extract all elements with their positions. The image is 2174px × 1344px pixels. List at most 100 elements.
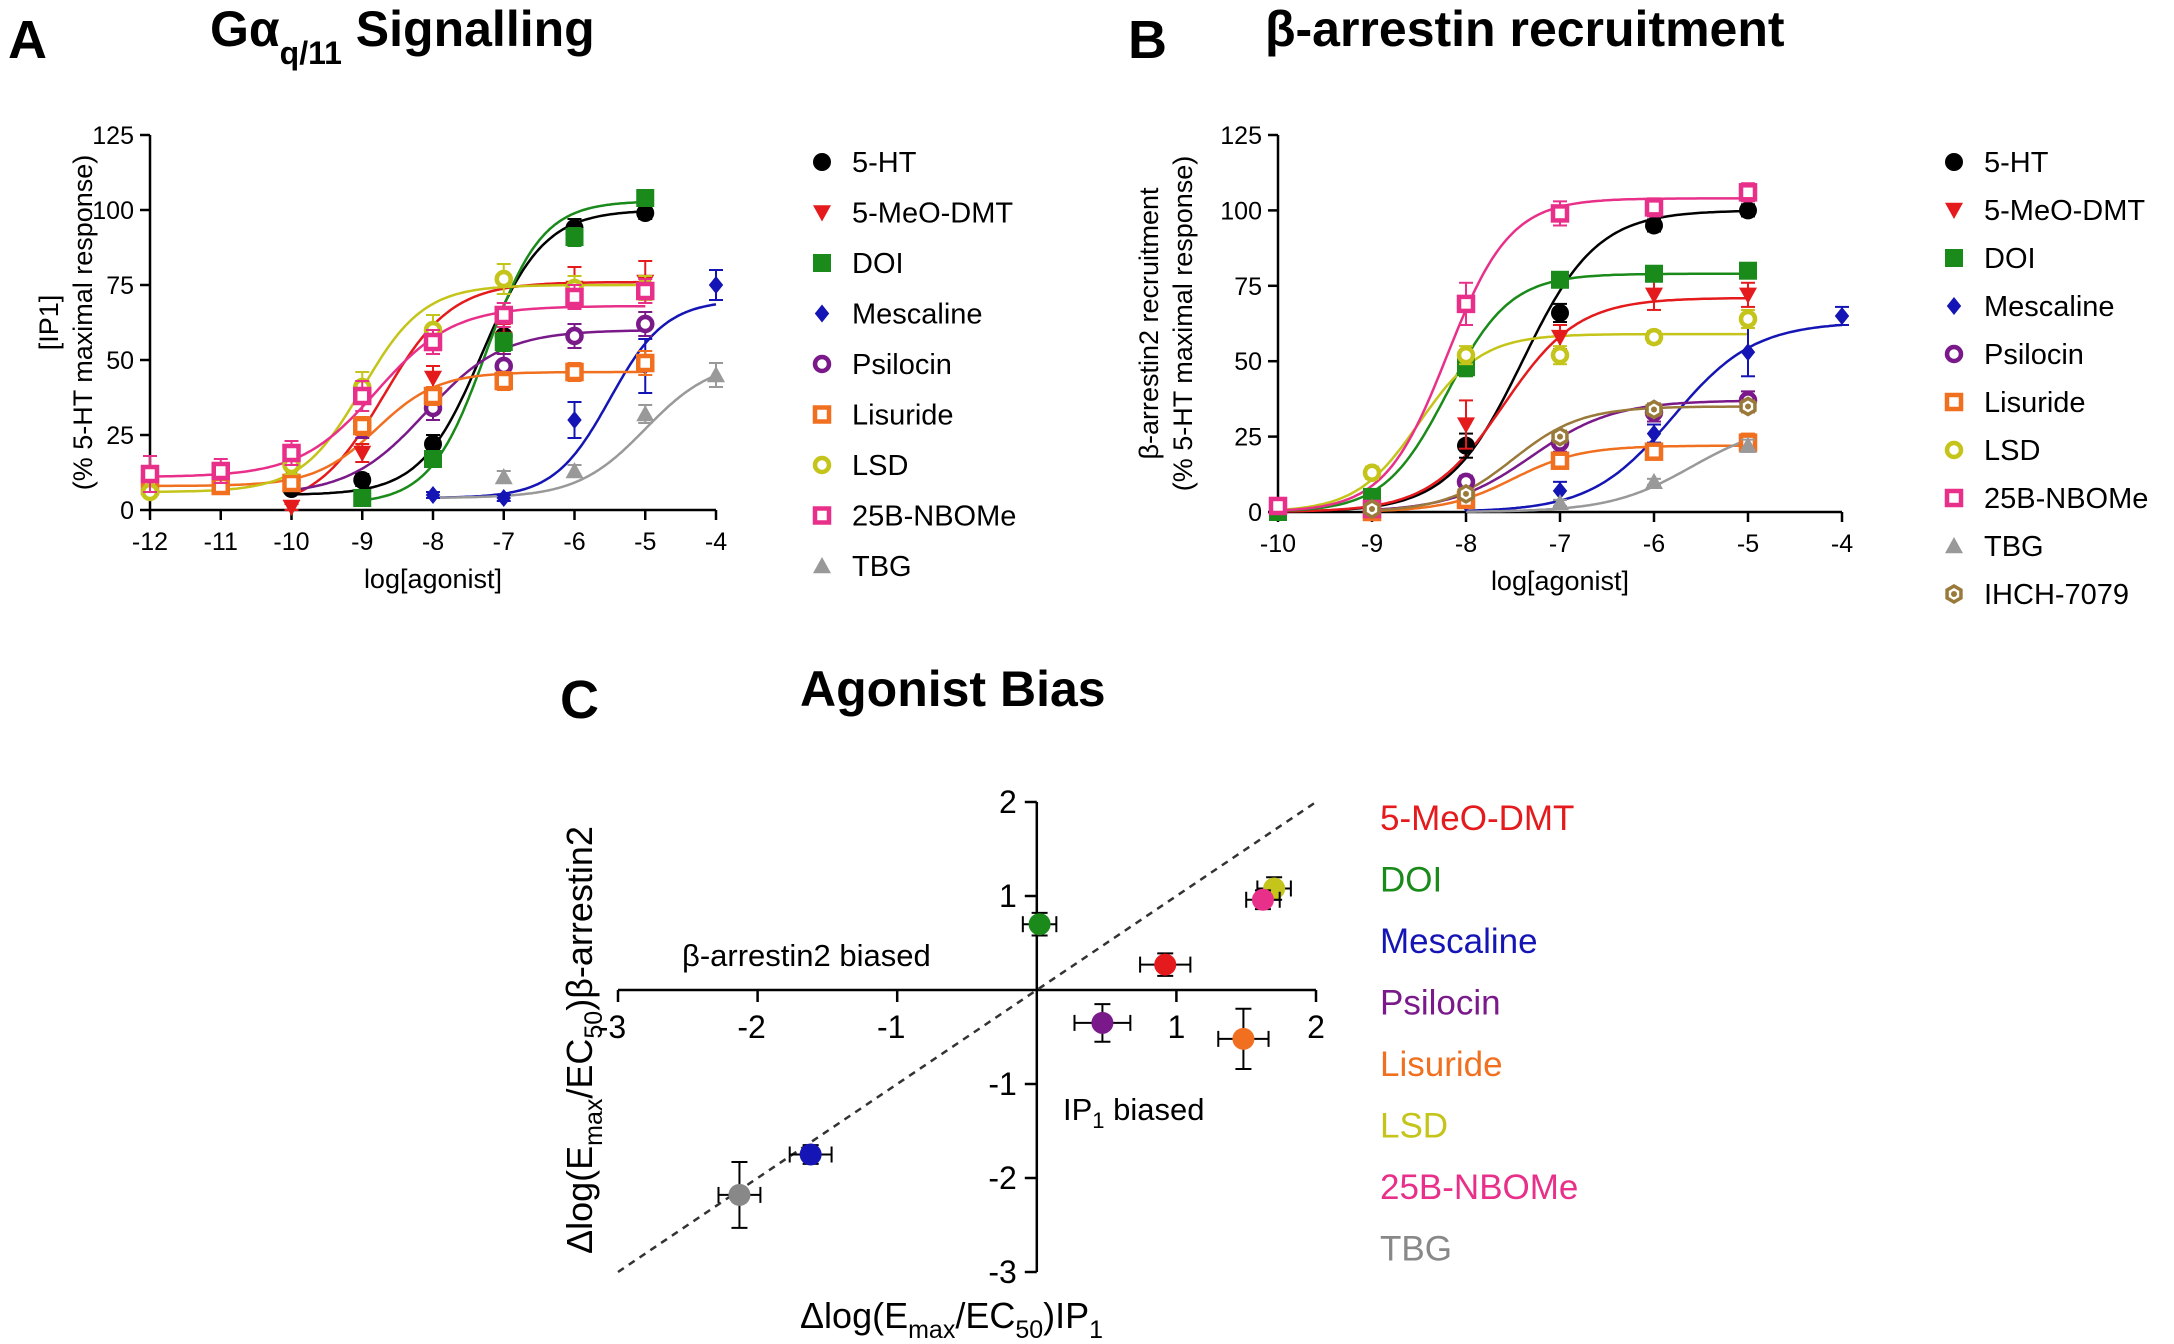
panel-c-y-label-part: 50 <box>580 1011 608 1039</box>
panel-b-y-tick-label: 75 <box>1234 273 1262 301</box>
curve-psilocin <box>291 329 646 492</box>
point-5-ht <box>353 471 372 489</box>
panel-c-x-tick-label: 1 <box>1168 1009 1186 1045</box>
panel-a-y-tick-label: 100 <box>92 197 134 225</box>
panel-a-x-tick-label: -4 <box>705 528 727 556</box>
panel-b-letter: B <box>1128 10 1167 70</box>
point-25b-nbome <box>494 305 513 325</box>
legend-marker-tbg <box>813 557 831 574</box>
point-lisuride <box>282 473 301 493</box>
curve-5-meo-dmt <box>1278 296 1748 513</box>
point-lisuride <box>423 386 443 406</box>
point-tbg <box>707 366 725 383</box>
panel-a-y-tick-label: 25 <box>106 422 134 450</box>
point-tbg <box>1551 493 1569 511</box>
point-lisuride <box>565 362 584 382</box>
panel-c-x-tick-label: 2 <box>1307 1009 1325 1045</box>
panel-c-y-tick-label: -2 <box>988 1160 1016 1196</box>
panel-a-title-post: Signalling <box>342 1 595 57</box>
point-doi <box>424 450 442 468</box>
point-mescaline <box>1552 481 1568 500</box>
point-tbg <box>494 468 513 485</box>
point-doi <box>1551 270 1569 289</box>
panel-b-y-tick-label: 25 <box>1234 424 1262 452</box>
curve-5-ht <box>1278 209 1748 513</box>
point-tbg <box>565 462 584 479</box>
point-5-ht <box>1551 303 1569 322</box>
point-5-meo-dmt <box>1551 329 1569 347</box>
panel-a-title-pre: Gα <box>210 1 280 57</box>
point-lisuride <box>494 371 513 391</box>
annotation-ip1-biased-part: IP <box>1063 1092 1092 1127</box>
point-ihch-7079-center <box>1369 505 1375 512</box>
legend-label-5-meo-dmt: 5-MeO-DMT <box>1984 195 2145 227</box>
panel-a-y-tick-label: 0 <box>120 497 134 525</box>
legend-label-lsd: LSD <box>1984 435 2040 467</box>
curve-lisuride <box>150 370 646 488</box>
point-5-meo-dmt <box>1645 287 1663 304</box>
panel-b-y-tick-label: 0 <box>1248 499 1262 527</box>
legend-marker-mescaline <box>814 304 830 323</box>
legend-label-doi: DOI <box>1984 243 2036 275</box>
curve-lsd <box>150 283 646 494</box>
panel-c-chart: -3 -2 -1 1 221-1-2-3Δlog(Emax/EC50)IP1Δlog(E… <box>559 784 1578 1344</box>
legend-label-ihch-7079: IHCH-7079 <box>1984 579 2129 611</box>
panel-b-x-tick-label: -6 <box>1643 530 1665 558</box>
point-doi <box>1645 264 1663 283</box>
point-doi <box>1739 261 1757 280</box>
point-mescaline <box>1646 424 1662 443</box>
point-5-ht <box>1645 216 1663 235</box>
curve-5-meo-dmt <box>291 280 646 497</box>
panel-b-y-label-line2: (% 5-HT maximal response) <box>1168 156 1198 492</box>
point-lisuride <box>636 353 655 373</box>
point-psilocin <box>565 326 584 346</box>
legend-marker-5-ht <box>813 153 831 171</box>
legend-label-5-meo-dmt: 5-MeO-DMT <box>852 198 1013 230</box>
panel-a-x-tick-label: -6 <box>563 528 585 556</box>
point-25b-nbome <box>1738 183 1758 202</box>
point-doi <box>494 333 513 351</box>
legend-label-psilocin: Psilocin <box>852 349 952 381</box>
point-25b-nbome <box>211 461 230 481</box>
point-lisuride <box>1644 442 1664 461</box>
legend-label-tbg: TBG <box>1984 531 2044 563</box>
panel-a-chart: -12 -11 -10 -9 -8 -7 -6 -5 -4 0 25 50 75 100 125 log[ag… <box>34 122 1016 594</box>
point-psilocin <box>636 314 655 334</box>
panel-c-y-tick-label: 1 <box>999 878 1017 914</box>
legend-label-lisuride: Lisuride <box>852 400 954 432</box>
legend-marker-25b-nbome <box>812 506 832 525</box>
curve-25b-nbome <box>1277 197 1748 512</box>
panel-a-y-label-line1: [IP1] <box>34 295 64 351</box>
panel-c-x-label-part: /EC <box>955 1295 1015 1336</box>
bias-legend-psilocin: Psilocin <box>1380 984 1501 1023</box>
bias-legend-lsd: LSD <box>1380 1107 1448 1146</box>
panel-a-x-tick-label: -10 <box>273 528 309 556</box>
point-tbg <box>1739 436 1757 453</box>
bias-point-5-meo-dmt <box>1154 953 1177 976</box>
panel-c-x-label-part: )IP <box>1043 1295 1089 1336</box>
legend-label-5-ht: 5-HT <box>852 147 917 179</box>
point-5-meo-dmt <box>1457 417 1475 434</box>
bias-point-mescaline <box>799 1143 822 1166</box>
panel-c-y-label-part: )β-arrestin2 <box>559 826 600 1011</box>
panel-a-title-sub: q/11 <box>280 35 342 71</box>
point-lisuride <box>353 416 372 436</box>
point-25b-nbome <box>1644 198 1664 217</box>
panel-c-y-label: Δlog(Emax/EC50)β-arrestin2 <box>559 826 608 1254</box>
point-ihch-7079-center <box>1557 433 1563 440</box>
panel-a-x-tick-label: -12 <box>132 528 168 556</box>
bias-legend-doi: DOI <box>1380 861 1442 900</box>
panel-c-y-label-part: /EC <box>559 1039 600 1099</box>
bias-point-doi <box>1028 913 1051 936</box>
panel-b-x-tick-label: -8 <box>1455 530 1477 558</box>
legend-marker-5-meo-dmt <box>813 205 831 222</box>
legend-label-25b-nbome: 25B-NBOMe <box>1984 483 2148 515</box>
point-5-ht <box>636 204 655 222</box>
legend-label-5-ht: 5-HT <box>1984 147 2049 179</box>
panel-c-title: Agonist Bias <box>800 661 1106 717</box>
curve-tbg <box>433 374 717 499</box>
point-mescaline <box>496 489 511 507</box>
point-25b-nbome <box>353 386 372 406</box>
legend-marker-mescaline <box>1946 297 1962 315</box>
panel-b-y-label-line1: β-arrestin2 recruitment <box>1134 187 1164 460</box>
